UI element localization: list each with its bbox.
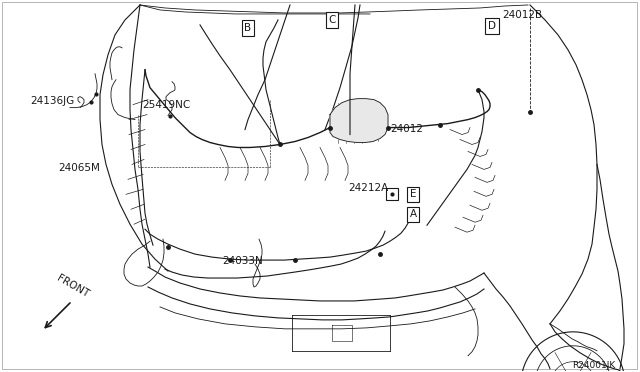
Text: FRONT: FRONT [55, 273, 90, 299]
Text: 25419NC: 25419NC [142, 100, 190, 110]
Text: 24136JG: 24136JG [30, 96, 74, 106]
Text: 24012B: 24012B [502, 10, 542, 20]
Text: E: E [410, 189, 416, 199]
Text: A: A [410, 209, 417, 219]
Text: 24012: 24012 [390, 124, 423, 134]
Text: 24065M: 24065M [58, 163, 100, 173]
Text: 24033N: 24033N [222, 256, 263, 266]
Text: D: D [488, 21, 496, 31]
Text: B: B [244, 23, 252, 33]
Text: C: C [328, 15, 336, 25]
Polygon shape [330, 99, 388, 142]
Text: R24001JK: R24001JK [572, 361, 615, 370]
Text: 24212A: 24212A [348, 183, 388, 193]
